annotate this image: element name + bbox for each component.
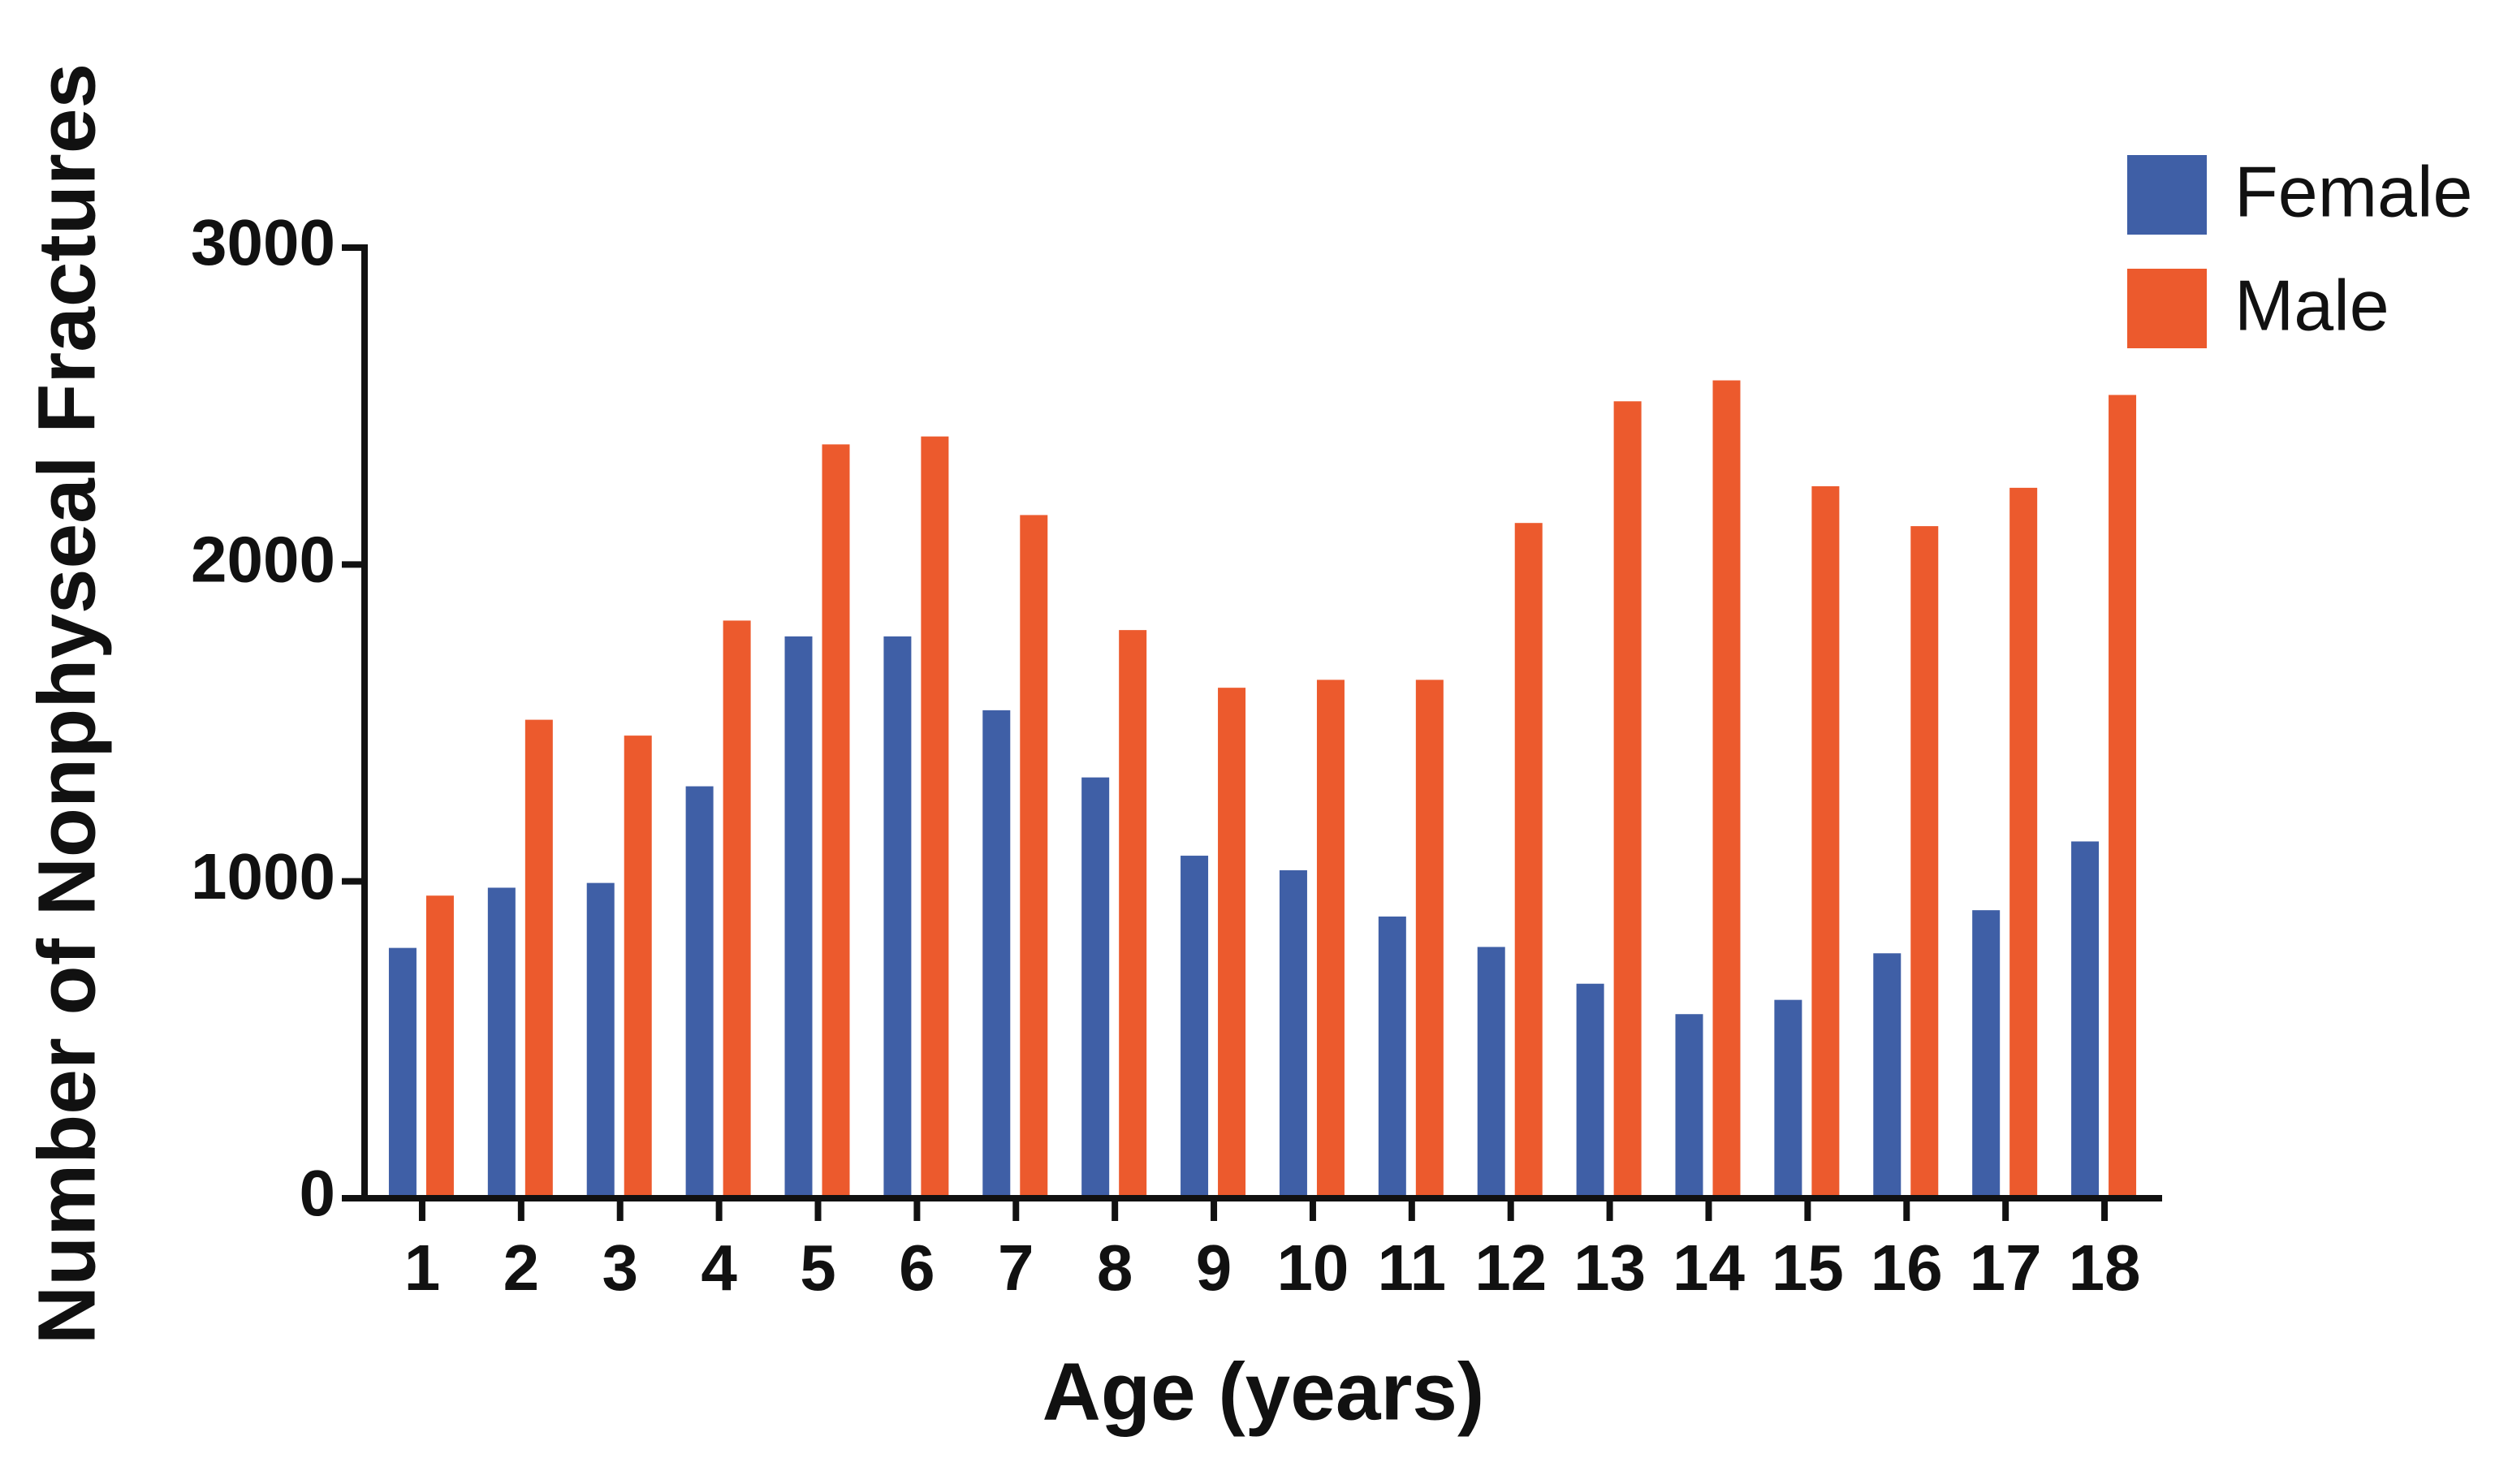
bar [1811, 485, 1840, 1198]
x-tick-label: 14 [1673, 1232, 1745, 1304]
legend-label: Female [2234, 151, 2472, 231]
bar [1279, 870, 1307, 1198]
bar [1020, 515, 1048, 1198]
legend-swatch [2127, 269, 2207, 348]
bar [685, 786, 714, 1198]
bar [1972, 910, 2001, 1198]
x-tick-label: 4 [701, 1232, 737, 1304]
legend-label: Male [2234, 265, 2389, 345]
bar [1774, 999, 1802, 1198]
x-tick-label: 9 [1196, 1232, 1232, 1304]
x-tick-label: 13 [1573, 1232, 1646, 1304]
bar [2109, 395, 2137, 1198]
x-tick-label: 8 [1097, 1232, 1133, 1304]
bar [1378, 916, 1406, 1198]
x-tick-label: 5 [800, 1232, 836, 1304]
y-tick-label: 2000 [191, 523, 335, 595]
bar [1477, 947, 1505, 1198]
bar [425, 895, 454, 1198]
x-tick-label: 11 [1378, 1232, 1447, 1304]
x-tick-label: 17 [1970, 1232, 2042, 1304]
y-tick-label: 3000 [191, 206, 335, 278]
bar [1081, 777, 1110, 1198]
bar [784, 636, 813, 1198]
x-tick-label: 6 [899, 1232, 935, 1304]
bar [1218, 688, 1246, 1198]
legend-swatch [2127, 155, 2207, 235]
bar [487, 887, 516, 1198]
bar [883, 636, 912, 1198]
bar [388, 947, 417, 1198]
bar [822, 444, 850, 1198]
bar [2009, 487, 2038, 1198]
bar [1576, 983, 1604, 1198]
bar [1910, 526, 1939, 1198]
x-axis-title: Age (years) [1042, 1346, 1485, 1437]
x-tick-label: 10 [1276, 1232, 1349, 1304]
bar [2071, 841, 2100, 1198]
bar [1675, 1014, 1703, 1198]
x-tick-label: 12 [1474, 1232, 1547, 1304]
bar [1712, 380, 1741, 1198]
bar [1514, 523, 1543, 1198]
bar [624, 736, 652, 1198]
bar [524, 719, 553, 1198]
bar [921, 436, 949, 1198]
bar [1613, 401, 1642, 1199]
bar [1415, 679, 1444, 1198]
bar [1873, 953, 1902, 1198]
bar [982, 710, 1011, 1198]
bar [1316, 679, 1345, 1198]
y-tick-label: 0 [300, 1157, 336, 1229]
bar [586, 882, 615, 1198]
x-tick-label: 3 [602, 1232, 638, 1304]
x-tick-label: 16 [1871, 1232, 1943, 1304]
bar [1119, 630, 1147, 1198]
bar [723, 620, 751, 1198]
x-tick-label: 15 [1772, 1232, 1844, 1304]
x-tick-label: 1 [404, 1232, 441, 1304]
x-tick-label: 2 [503, 1232, 540, 1304]
x-tick-label: 7 [998, 1232, 1034, 1304]
y-tick-label: 1000 [191, 840, 335, 912]
y-axis-title: Number of Nonphyseal Fractures [21, 63, 112, 1344]
bar [1181, 856, 1209, 1198]
x-tick-label: 18 [2069, 1232, 2141, 1304]
